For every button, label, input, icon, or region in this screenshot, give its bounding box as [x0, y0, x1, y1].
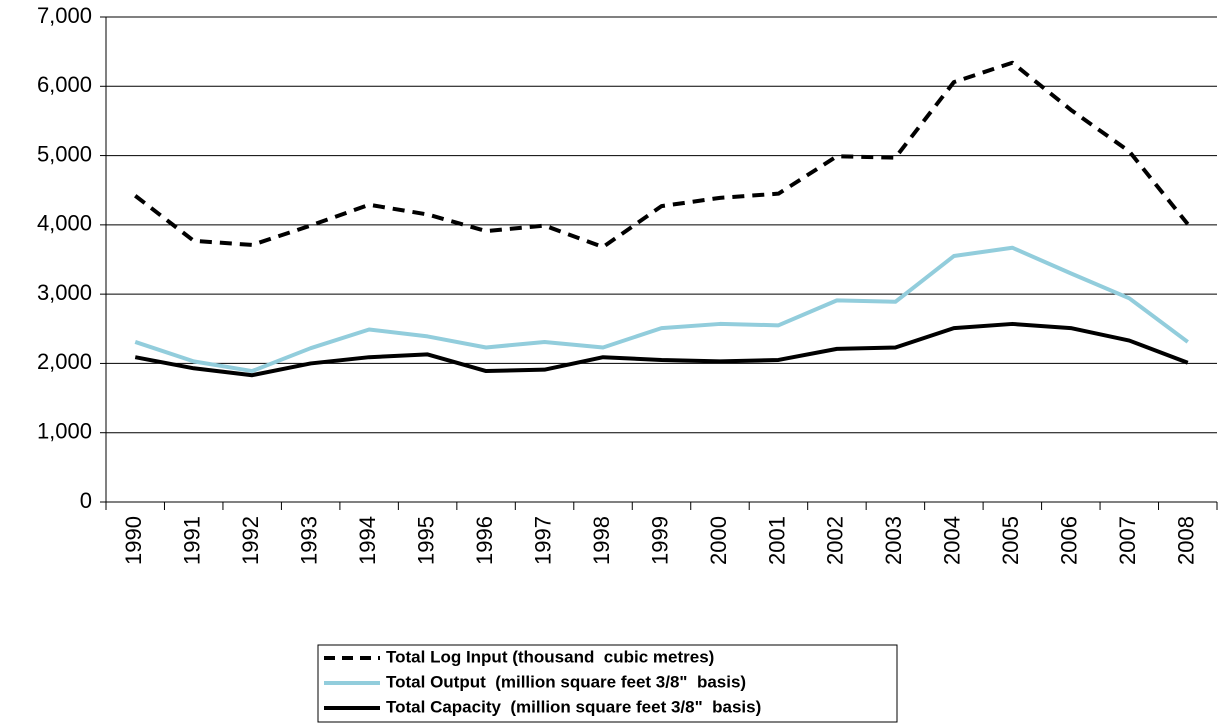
x-tick-label: 1996 — [472, 516, 497, 565]
series-line — [134, 321, 1189, 378]
x-tick-label: 1993 — [296, 516, 321, 565]
x-tick-label: 2001 — [764, 516, 789, 565]
y-tick-label: 0 — [80, 488, 92, 513]
x-tick-label: 1998 — [589, 516, 614, 565]
y-tick-label: 4,000 — [37, 211, 92, 236]
x-tick-label: 1995 — [413, 516, 438, 565]
y-tick-label: 2,000 — [37, 349, 92, 374]
x-tick-label: 2004 — [940, 516, 965, 565]
series-line — [134, 60, 1190, 250]
legend-label: Total Output (million square feet 3/8" b… — [386, 672, 746, 691]
x-tick-label: 1997 — [530, 516, 555, 565]
x-tick-label: 2007 — [1115, 516, 1140, 565]
y-tick-label: 7,000 — [37, 3, 92, 28]
x-tick-label: 2003 — [881, 516, 906, 565]
x-tick-label: 1999 — [647, 516, 672, 565]
legend-label: Total Log Input (thousand cubic metres) — [386, 647, 714, 666]
x-tick-label: 2005 — [998, 516, 1023, 565]
x-tick-label: 1992 — [238, 516, 263, 565]
legend-box — [317, 644, 898, 723]
x-tick-label: 2008 — [1174, 516, 1199, 565]
y-tick-label: 5,000 — [37, 141, 92, 166]
y-tick-label: 1,000 — [37, 419, 92, 444]
series-line — [134, 245, 1189, 374]
legend-label: Total Capacity (million square feet 3/8"… — [386, 697, 761, 716]
y-tick-label: 3,000 — [37, 280, 92, 305]
x-tick-label: 2002 — [823, 516, 848, 565]
x-tick-label: 2006 — [1057, 516, 1082, 565]
x-tick-label: 1990 — [121, 516, 146, 565]
y-tick-label: 6,000 — [37, 72, 92, 97]
x-tick-label: 1994 — [355, 516, 380, 565]
x-tick-label: 2000 — [706, 516, 731, 565]
x-tick-label: 1991 — [180, 516, 205, 565]
